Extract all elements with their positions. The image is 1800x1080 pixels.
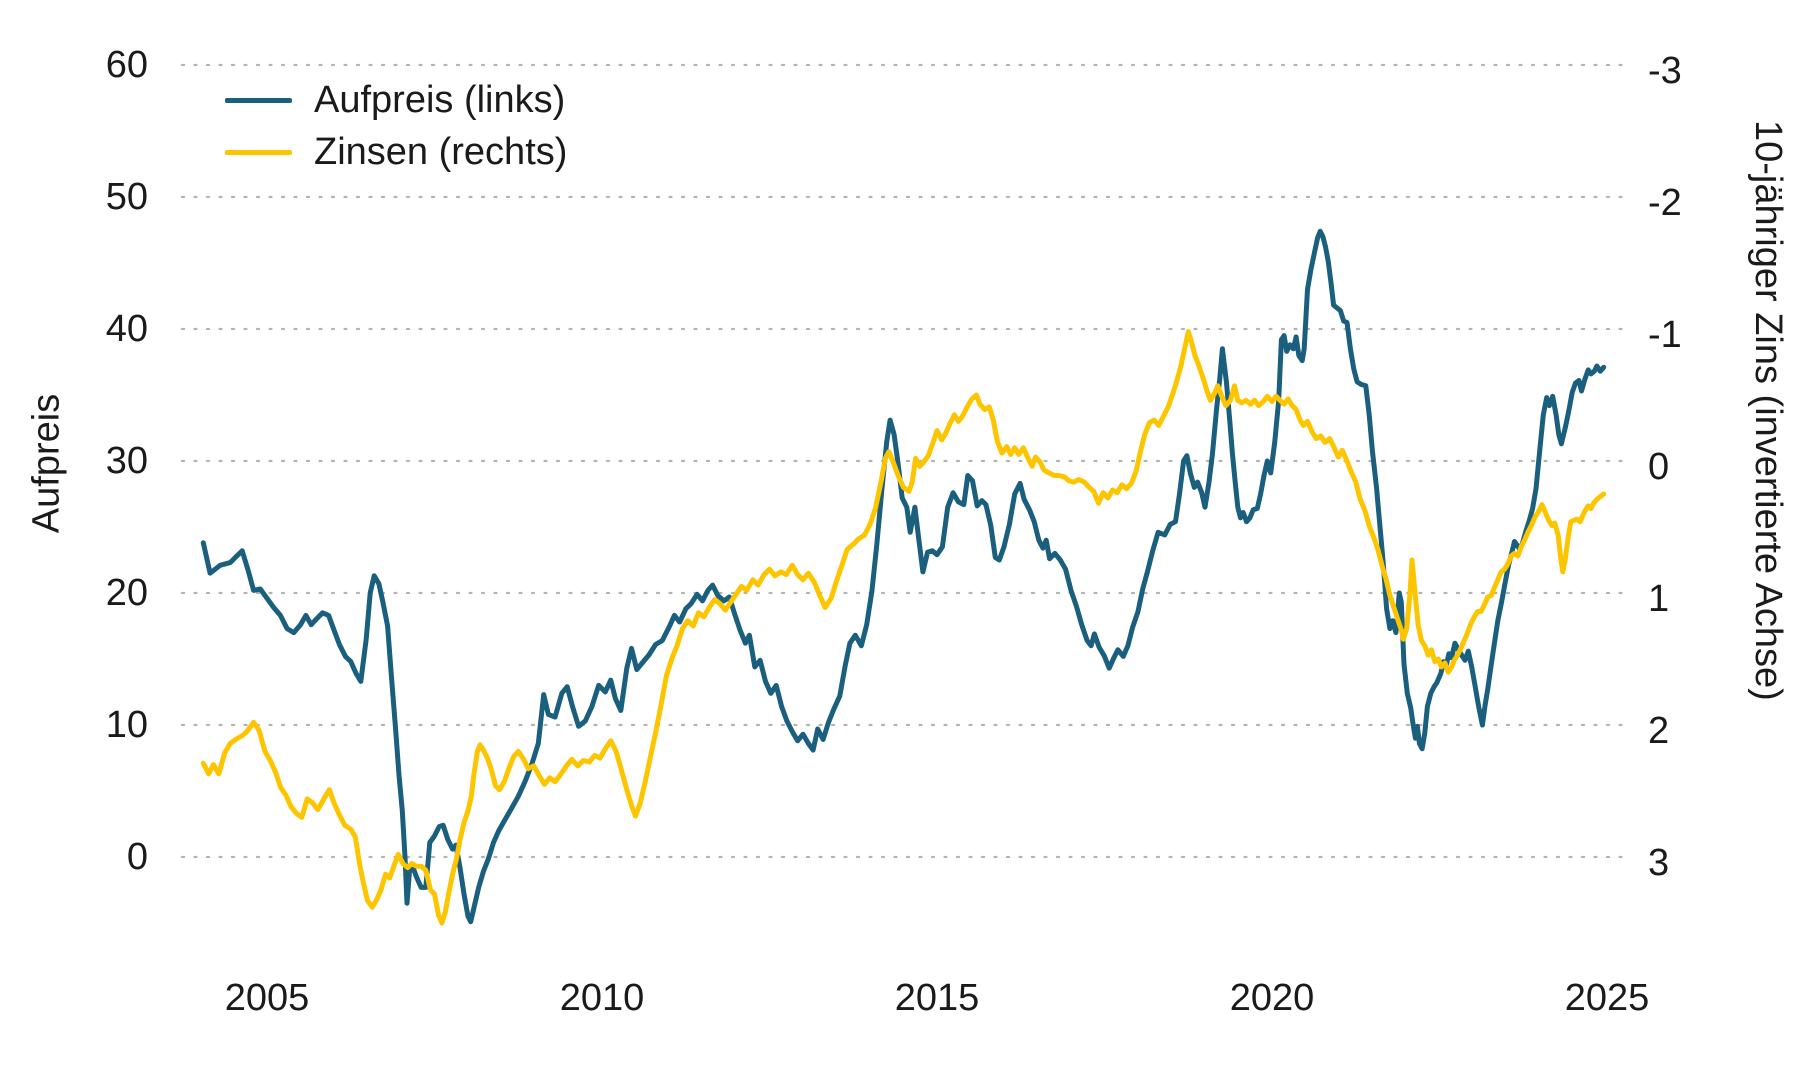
right-axis-tick: 3 <box>1648 842 1669 884</box>
x-axis-tick: 2005 <box>225 977 310 1019</box>
right-axis-tick: 1 <box>1648 578 1669 620</box>
series-line-zinsen <box>200 329 1607 926</box>
right-axis-title: 10-jähriger Zins (invertierte Achse) <box>1747 120 1789 701</box>
left-axis-tick: 30 <box>106 440 148 482</box>
legend: Aufpreis (links) Zinsen (rechts) <box>225 74 567 178</box>
legend-label-aufpreis: Aufpreis (links) <box>314 79 566 121</box>
right-axis-tick: 0 <box>1648 446 1669 488</box>
left-axis-title: Aufpreis <box>25 393 68 534</box>
left-axis-tick: 40 <box>106 308 148 350</box>
right-axis-tick: -1 <box>1648 314 1682 356</box>
left-axis-tick: 50 <box>106 176 148 218</box>
left-axis-tick: 10 <box>106 704 148 746</box>
legend-item-zinsen: Zinsen (rechts) <box>225 126 567 178</box>
x-axis-tick: 2025 <box>1565 977 1650 1019</box>
left-axis-tick: 20 <box>106 572 148 614</box>
x-axis-tick: 2015 <box>895 977 980 1019</box>
right-axis-tick: -2 <box>1648 182 1682 224</box>
aufpreis-line-swatch <box>225 97 292 103</box>
x-axis-tick: 2010 <box>560 977 645 1019</box>
left-axis-tick: 60 <box>106 44 148 86</box>
right-axis-tick: -3 <box>1648 50 1682 92</box>
left-axis-tick: 0 <box>127 836 148 878</box>
right-axis-tick: 2 <box>1648 710 1669 752</box>
legend-label-zinsen: Zinsen (rechts) <box>314 131 568 173</box>
series-line-aufpreis <box>200 228 1607 925</box>
zinsen-line-swatch <box>225 149 292 155</box>
legend-item-aufpreis: Aufpreis (links) <box>225 74 567 126</box>
x-axis-tick: 2020 <box>1230 977 1315 1019</box>
